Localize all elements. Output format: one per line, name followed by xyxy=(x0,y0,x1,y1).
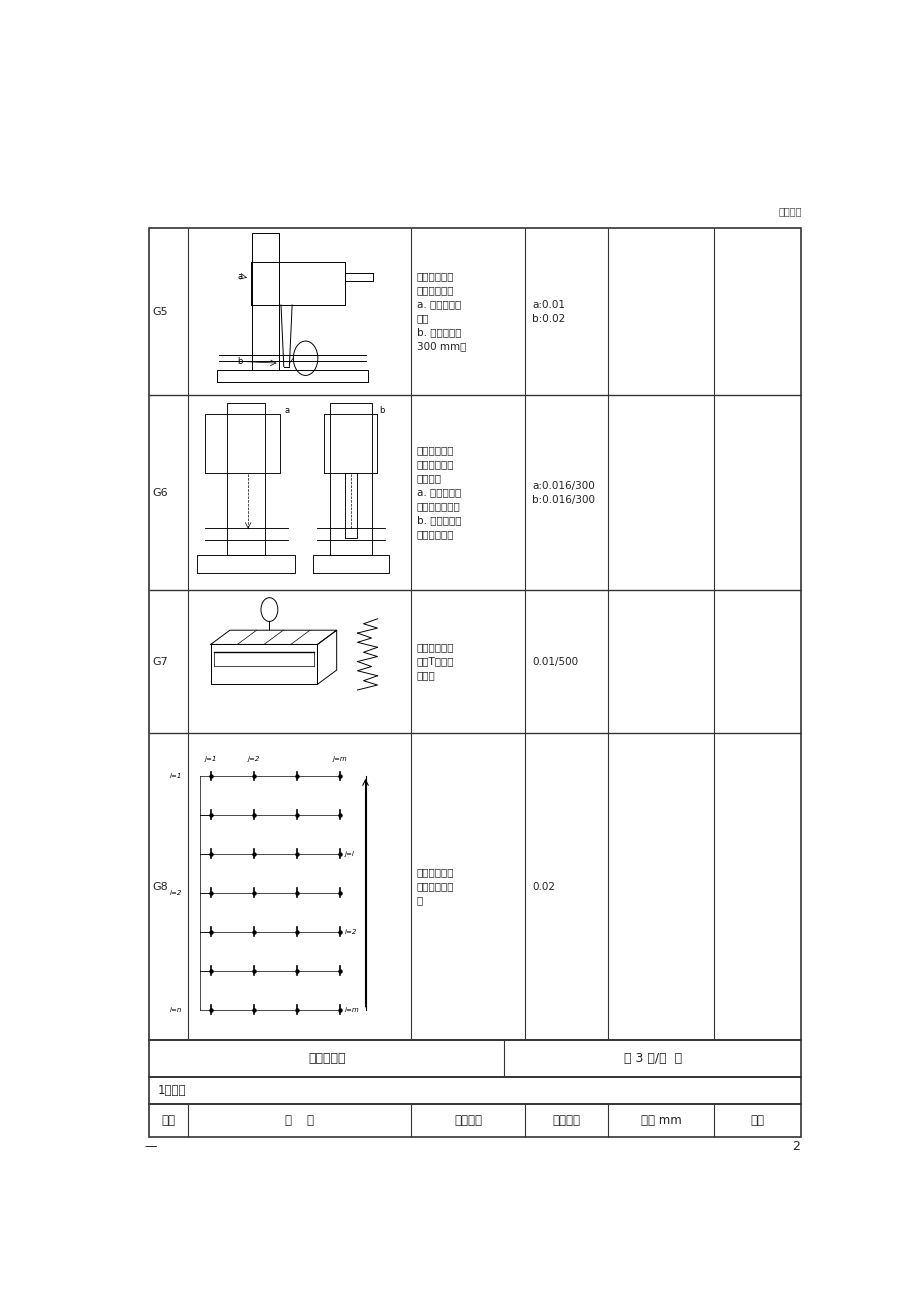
Text: G7: G7 xyxy=(153,656,168,667)
Text: 2: 2 xyxy=(791,1141,799,1154)
Text: a: a xyxy=(237,272,242,281)
Text: 0.01/500: 0.01/500 xyxy=(531,656,578,667)
Text: a:0.01
b:0.02: a:0.01 b:0.02 xyxy=(531,299,565,324)
Text: 简    图: 简 图 xyxy=(285,1113,313,1126)
Text: i=2: i=2 xyxy=(170,889,182,896)
Text: 直线运动坐标
的重复定位精
度: 直线运动坐标 的重复定位精 度 xyxy=(416,867,454,906)
Text: 工作台中央或
基准T形槽的
直线度: 工作台中央或 基准T形槽的 直线度 xyxy=(416,642,454,681)
Text: i=1: i=1 xyxy=(170,773,182,779)
Text: G6: G6 xyxy=(153,487,168,497)
Text: j=m: j=m xyxy=(332,756,346,762)
Bar xyxy=(149,228,800,1040)
Text: G5: G5 xyxy=(153,307,168,316)
Text: 0.02: 0.02 xyxy=(531,881,554,892)
Text: i=2: i=2 xyxy=(345,928,357,935)
Text: 主轴锥孔轴线
的径向跳动：
a. 靠近主轴端
面；
b. 距主轴端面
300 mm处: 主轴锥孔轴线 的径向跳动： a. 靠近主轴端 面； b. 距主轴端面 300 m… xyxy=(416,272,465,352)
Text: 检验性质: 检验性质 xyxy=(453,1113,482,1126)
Text: 切削条件: 切削条件 xyxy=(552,1113,580,1126)
Bar xyxy=(149,1040,800,1077)
Text: 1、试件: 1、试件 xyxy=(158,1083,186,1096)
Text: 序号: 序号 xyxy=(162,1113,176,1126)
Text: j=2: j=2 xyxy=(247,756,259,762)
Bar xyxy=(149,1077,800,1104)
Text: G8: G8 xyxy=(153,881,168,892)
Text: i=n: i=n xyxy=(170,1006,182,1013)
Text: a:0.016/300
b:0.016/300: a:0.016/300 b:0.016/300 xyxy=(531,480,595,505)
Text: 结果: 结果 xyxy=(750,1113,764,1126)
Text: 精选文档: 精选文档 xyxy=(777,207,800,216)
Text: a: a xyxy=(284,406,289,415)
Text: b: b xyxy=(379,406,384,415)
Text: j=l: j=l xyxy=(345,850,355,857)
Text: —: — xyxy=(144,1141,157,1154)
Text: i=m: i=m xyxy=(345,1006,359,1013)
Text: 第 3 页/共  页: 第 3 页/共 页 xyxy=(623,1052,681,1065)
Text: 主轴旋转轴线
对工作台面的
垂直度：
a. 在机床的横
向垂直平面内；
b. 在机床的纵
向垂直平面内: 主轴旋转轴线 对工作台面的 垂直度： a. 在机床的横 向垂直平面内； b. 在… xyxy=(416,445,460,539)
Text: 实测 mm: 实测 mm xyxy=(641,1113,681,1126)
Text: b: b xyxy=(236,357,242,366)
Text: 精度检验单: 精度检验单 xyxy=(308,1052,346,1065)
Bar xyxy=(149,1104,800,1137)
Text: j=1: j=1 xyxy=(204,756,217,762)
